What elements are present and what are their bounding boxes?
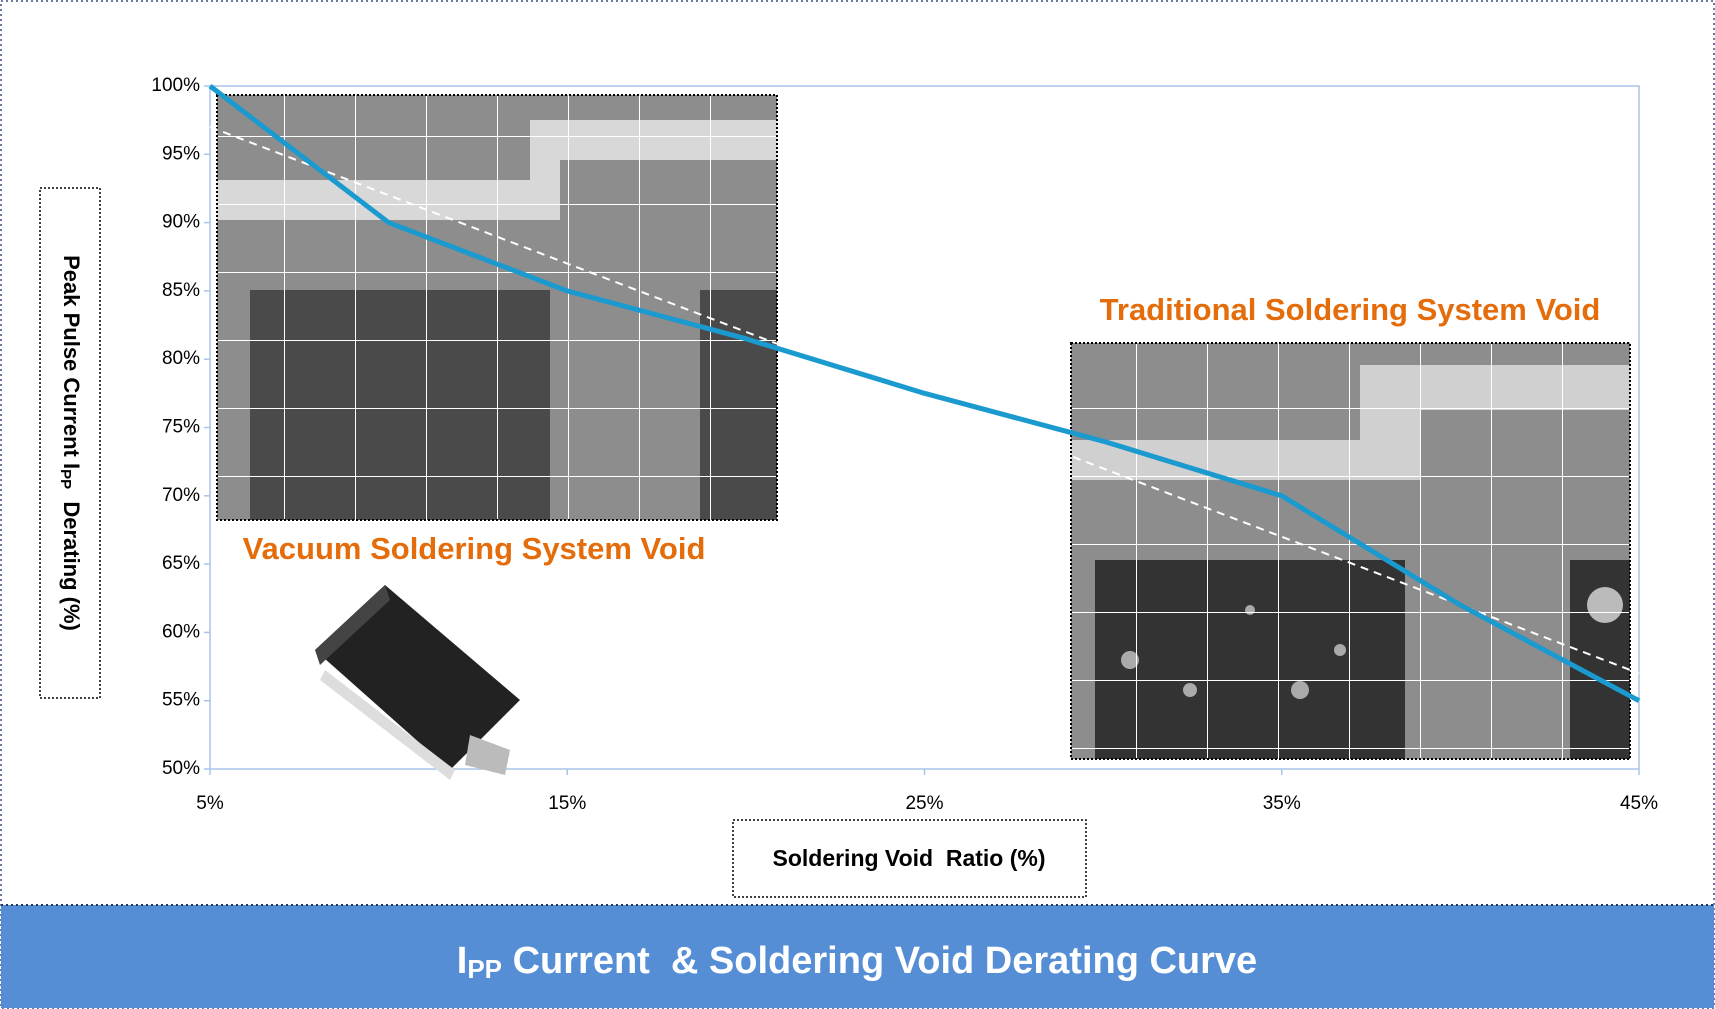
annotation: Traditional Soldering System Void <box>1100 292 1601 327</box>
title-subscript: PP <box>467 954 502 984</box>
data-line <box>208 84 1641 703</box>
chart-title: IPP Current & Soldering Void Derating Cu… <box>457 940 1257 984</box>
x-tick-label: 15% <box>548 793 586 814</box>
annotation: Vacuum Soldering System Void <box>243 531 706 566</box>
y-label-suffix: Derating (%) <box>59 489 84 631</box>
title-suffix: Current & Soldering Void Derating Curve <box>502 940 1257 982</box>
x-axis-label: Soldering Void Ratio (%) <box>772 845 1045 871</box>
traditional-photo <box>1070 342 1631 760</box>
x-tick-label: 25% <box>905 793 943 814</box>
x-tick-label: 35% <box>1263 793 1301 814</box>
y-tick-label: 85% <box>162 280 200 301</box>
vacuum-photo <box>216 94 778 521</box>
y-tick-label: 95% <box>162 143 200 164</box>
x-tick-label: 45% <box>1620 793 1658 814</box>
y-tick-label: 90% <box>162 212 200 233</box>
y-label-box <box>39 187 101 699</box>
y-tick-label: 70% <box>162 485 200 506</box>
y-tick-label: 100% <box>151 75 200 96</box>
x-tick-label: 5% <box>196 793 224 814</box>
y-label-subscript: PP <box>57 469 74 489</box>
y-tick-label: 50% <box>162 758 200 779</box>
chip-image <box>315 585 520 780</box>
y-tick-label: 75% <box>162 417 200 438</box>
y-axis-label: Peak Pulse Current IPP Derating (%) <box>57 255 84 631</box>
title-text: I <box>457 940 468 982</box>
title-banner <box>1 905 1714 1008</box>
y-tick-label: 65% <box>162 553 200 574</box>
y-label-text: Peak Pulse Current I <box>59 255 84 469</box>
x-label-box <box>732 819 1087 898</box>
y-tick-label: 60% <box>162 621 200 642</box>
y-tick-label: 80% <box>162 348 200 369</box>
y-tick-label: 55% <box>162 690 200 711</box>
trend-line <box>209 126 1640 675</box>
